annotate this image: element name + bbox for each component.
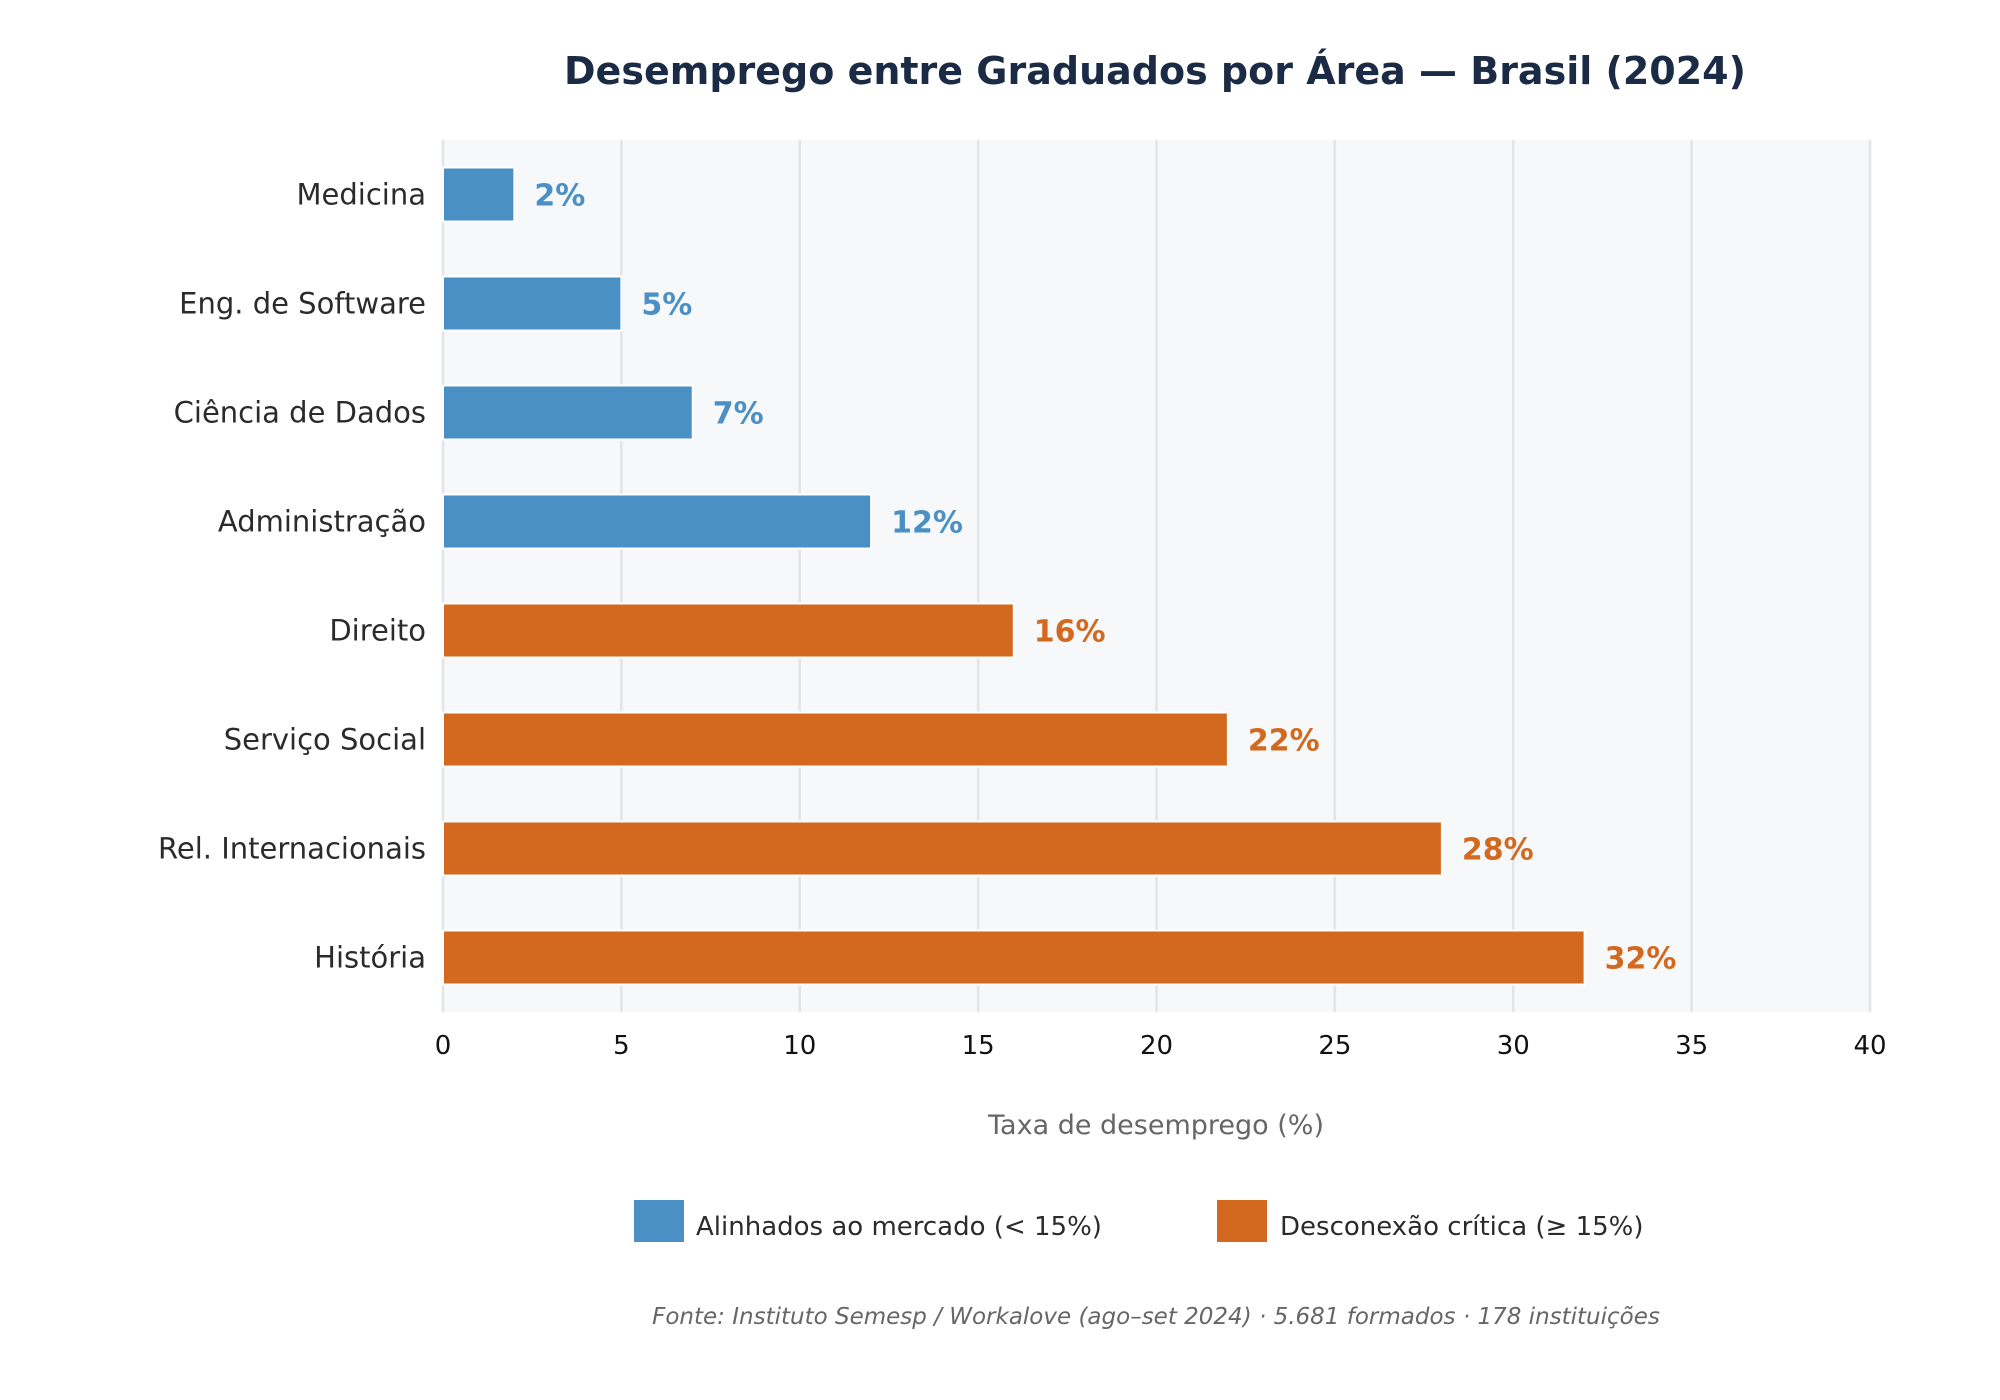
category-label: Rel. Internacionais [158,832,426,866]
x-tick-label: 0 [435,1031,452,1061]
x-tick-label: 10 [783,1031,816,1061]
category-label: Medicina [297,178,426,212]
legend-swatch-aligned [634,1200,684,1242]
category-labels: Medicina Eng. de Software Ciência de Dados… [158,178,426,975]
x-axis-ticks: 0 5 10 15 20 25 30 35 40 [435,1031,1887,1061]
x-tick-label: 25 [1318,1031,1351,1061]
x-axis-title: Taxa de desemprego (%) [987,1110,1324,1141]
bar-administracao [442,493,873,550]
data-label: 2% [534,179,585,214]
x-tick-label: 30 [1497,1031,1530,1061]
bar-direito [442,602,1015,659]
legend-label-aligned: Alinhados ao mercado (< 15%) [696,1212,1102,1242]
bars [442,166,1586,986]
source-note: Fonte: Instituto Semesp / Workalove (ago… [652,1304,1660,1330]
x-tick-label: 5 [613,1031,630,1061]
data-label: 22% [1248,724,1320,759]
data-labels: 2% 5% 7% 12% 16% 22% 28% 32% [534,179,1676,977]
legend-label-critical: Desconexão crítica (≥ 15%) [1280,1212,1644,1242]
legend: Alinhados ao mercado (< 15%) Desconexão … [634,1200,1644,1242]
data-label: 16% [1034,615,1106,650]
category-label: História [314,941,426,975]
x-tick-label: 35 [1675,1031,1708,1061]
chart-title: Desemprego entre Graduados por Área — Br… [564,49,1746,93]
x-tick-label: 15 [962,1031,995,1061]
data-label: 12% [891,506,963,541]
data-label: 28% [1462,833,1534,868]
data-label: 5% [641,288,692,323]
category-label: Direito [329,614,426,648]
category-label: Serviço Social [224,723,426,757]
bar-rel-internacionais [442,820,1443,877]
x-tick-label: 40 [1853,1031,1886,1061]
data-label: 7% [713,397,764,432]
x-tick-label: 20 [1140,1031,1173,1061]
legend-swatch-critical [1217,1200,1267,1242]
category-label: Eng. de Software [179,287,426,321]
category-label: Ciência de Dados [174,396,426,430]
bar-eng-de-software [442,275,623,332]
bar-ciencia-de-dados [442,384,694,441]
bar-medicina [442,166,516,223]
bar-historia [442,929,1586,986]
data-label: 32% [1605,942,1677,977]
bar-servico-social [442,711,1229,768]
category-label: Administração [218,505,426,539]
